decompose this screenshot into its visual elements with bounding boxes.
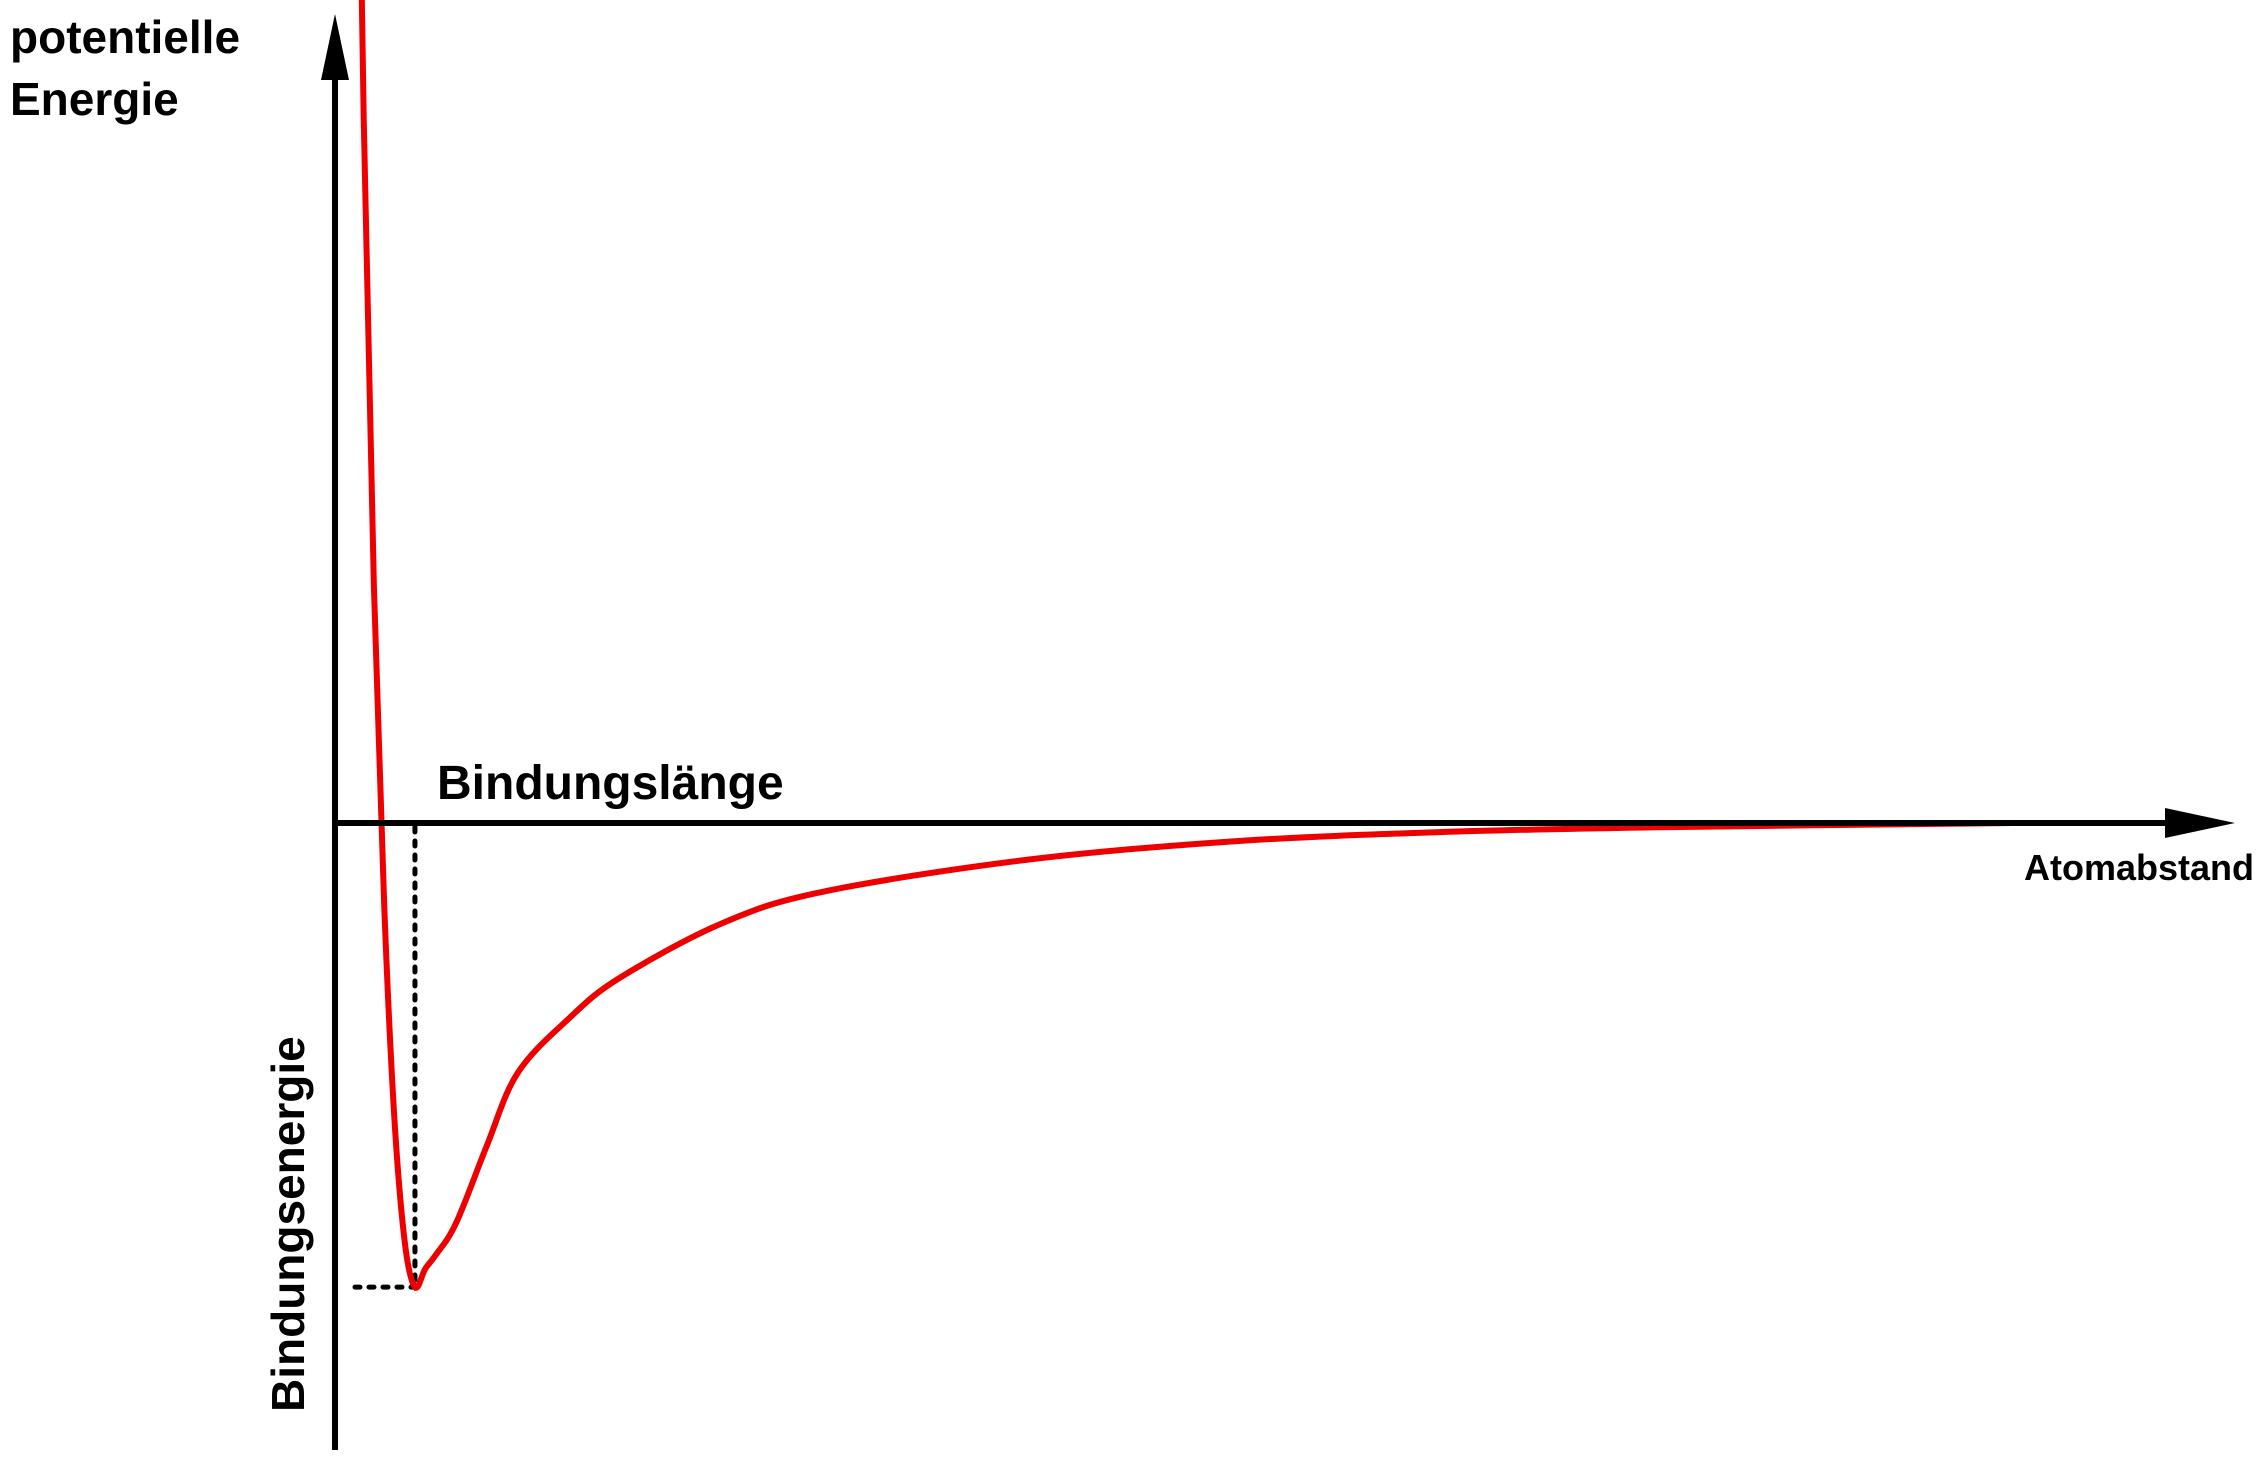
guide-lines [352, 824, 418, 1290]
y-axis-label-line-1: potentielle [10, 11, 241, 63]
x-axis-arrowhead [2165, 808, 2235, 838]
bond-energy-annotation: Bindungsenergie [262, 1036, 314, 1412]
axes-layer [321, 14, 2235, 1450]
bond-length-annotation: Bindungslänge [437, 757, 784, 810]
y-axis-arrowhead [321, 14, 349, 80]
curve-layer [358, 0, 2015, 1291]
y-axis-label-line-2: Energie [10, 73, 179, 125]
potential-curve-0 [358, 0, 2015, 1291]
x-axis-label: Atomabstand [2023, 847, 2254, 888]
